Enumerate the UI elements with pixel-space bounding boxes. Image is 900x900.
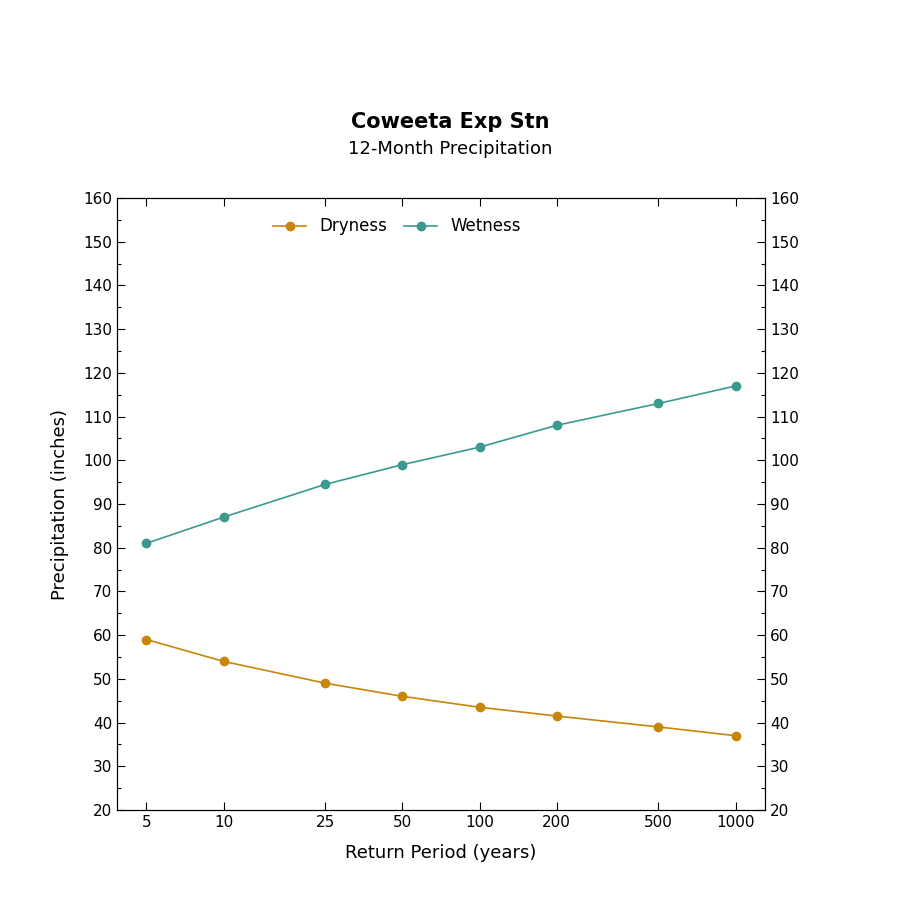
Dryness [551,711,562,722]
Dryness [653,722,664,733]
Dryness [141,634,152,645]
Wetness [320,479,331,490]
Wetness [141,538,152,549]
Dryness [320,678,331,688]
Wetness [218,512,229,523]
Y-axis label: Precipitation (inches): Precipitation (inches) [51,409,69,599]
Wetness [397,459,408,470]
Text: Coweeta Exp Stn: Coweeta Exp Stn [351,112,549,131]
X-axis label: Return Period (years): Return Period (years) [346,844,536,862]
Line: Wetness: Wetness [142,382,740,547]
Dryness [474,702,485,713]
Wetness [730,381,741,392]
Line: Dryness: Dryness [142,635,740,740]
Dryness [397,691,408,702]
Wetness [474,442,485,453]
Dryness [218,656,229,667]
Wetness [653,398,664,409]
Text: 12-Month Precipitation: 12-Month Precipitation [347,140,553,158]
Legend: Dryness, Wetness: Dryness, Wetness [268,212,526,240]
Wetness [551,420,562,431]
Dryness [730,730,741,741]
